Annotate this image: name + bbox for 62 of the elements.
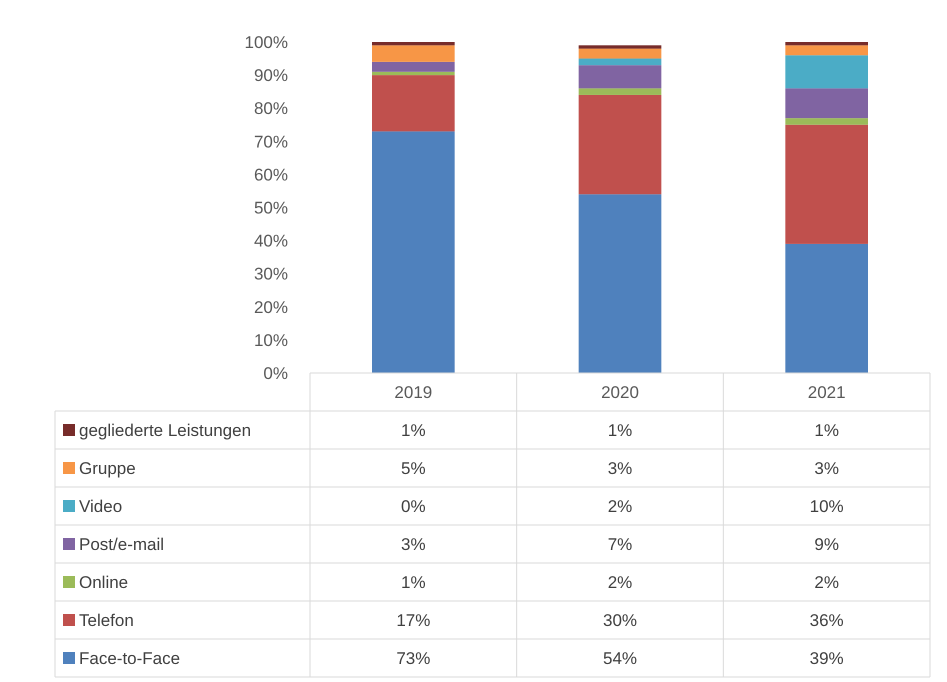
data-label: 54% [602, 648, 638, 668]
y-tick-label: 30% [254, 264, 288, 284]
bar [785, 244, 868, 373]
data-label: 1% [608, 420, 632, 440]
bar [578, 65, 662, 88]
data-label: 3% [401, 534, 426, 554]
y-tick-label: 70% [254, 132, 288, 152]
bar [372, 131, 455, 373]
data-label: 3% [608, 458, 632, 478]
y-tick-label: 0% [263, 364, 288, 383]
bar [372, 45, 455, 62]
bar [785, 42, 868, 46]
y-tick-label: 100% [244, 32, 288, 52]
x-tick-label: 2020 [601, 382, 639, 402]
legend-label: Face-to-Face [79, 648, 180, 668]
data-label: 0% [401, 496, 426, 516]
data-label: 5% [401, 458, 426, 478]
y-tick-label: 20% [254, 298, 288, 317]
bar [785, 45, 868, 56]
data-label: 1% [401, 572, 426, 592]
data-label: 3% [814, 458, 839, 478]
bar [785, 55, 868, 88]
y-tick-label: 40% [254, 232, 288, 251]
bar [578, 48, 662, 59]
bar [578, 88, 662, 95]
y-tick-label: 80% [254, 99, 288, 118]
legend-label: Online [79, 572, 128, 592]
bar [578, 194, 662, 373]
data-label: 73% [396, 648, 430, 668]
bar [785, 124, 868, 244]
data-label: 17% [396, 610, 430, 630]
data-label: 9% [814, 534, 839, 554]
bar [785, 118, 868, 125]
data-label: 2% [608, 496, 632, 516]
bar [372, 42, 455, 46]
y-tick-label: 60% [254, 165, 288, 184]
x-tick-label: 2019 [394, 382, 432, 402]
data-label: 2% [814, 572, 839, 592]
y-tick-label: 90% [254, 66, 288, 86]
x-tick-label: 2021 [808, 382, 846, 402]
data-label: 30% [602, 610, 638, 630]
data-label: 1% [401, 420, 426, 440]
data-label: 10% [810, 496, 844, 516]
bar [578, 45, 662, 49]
data-label: 1% [814, 420, 839, 440]
bar [372, 62, 455, 72]
legend-label: Telefon [79, 610, 134, 630]
bar [578, 94, 662, 194]
legend-label: gegliederte Leistungen [79, 420, 252, 440]
legend-label: Video [79, 496, 122, 516]
bar [578, 58, 662, 66]
y-tick-label: 10% [254, 330, 288, 350]
y-tick-label: 50% [254, 198, 288, 218]
data-label: 39% [810, 648, 844, 668]
data-label: 7% [608, 534, 632, 554]
data-label: 36% [810, 610, 844, 630]
bar [372, 72, 455, 76]
bar [785, 88, 868, 118]
bar [372, 75, 455, 132]
legend-label: Gruppe [79, 458, 136, 478]
data-label: 2% [608, 572, 632, 592]
legend-label: Post/e-mail [79, 534, 164, 554]
